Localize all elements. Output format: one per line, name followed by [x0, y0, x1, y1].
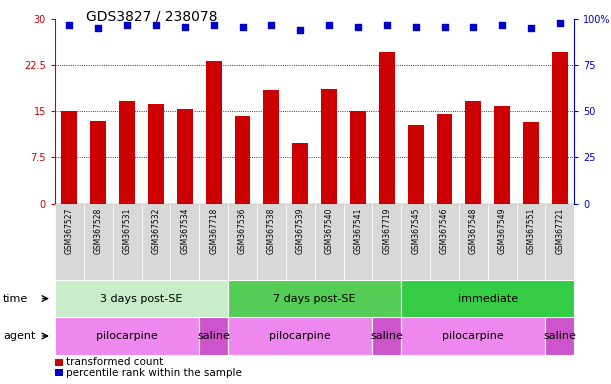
- Bar: [494, 106, 510, 204]
- Point: [411, 23, 420, 30]
- Text: 3 days post-SE: 3 days post-SE: [100, 293, 183, 304]
- Point: [65, 22, 75, 28]
- Bar: [430, 204, 459, 280]
- Text: pilocarpine: pilocarpine: [97, 331, 158, 341]
- Bar: [55, 359, 63, 366]
- Bar: [55, 369, 63, 376]
- Bar: [235, 116, 251, 204]
- Bar: [55, 317, 199, 355]
- Bar: [142, 204, 170, 280]
- Bar: [372, 204, 401, 280]
- Text: GSM367534: GSM367534: [180, 207, 189, 254]
- Bar: [55, 280, 228, 317]
- Bar: [286, 204, 315, 280]
- Bar: [228, 280, 401, 317]
- Point: [555, 20, 565, 26]
- Bar: [546, 317, 574, 355]
- Bar: [119, 101, 135, 204]
- Text: GSM367719: GSM367719: [382, 207, 391, 254]
- Text: saline: saline: [197, 331, 230, 341]
- Bar: [55, 204, 84, 280]
- Text: pilocarpine: pilocarpine: [442, 331, 504, 341]
- Text: agent: agent: [3, 331, 35, 341]
- Text: time: time: [3, 293, 28, 304]
- Bar: [546, 204, 574, 280]
- Point: [238, 23, 247, 30]
- Point: [93, 25, 103, 31]
- Bar: [112, 204, 142, 280]
- Bar: [379, 52, 395, 204]
- Bar: [84, 204, 112, 280]
- Text: GSM367532: GSM367532: [152, 207, 161, 254]
- Text: GDS3827 / 238078: GDS3827 / 238078: [86, 10, 217, 23]
- Bar: [257, 204, 286, 280]
- Bar: [90, 121, 106, 204]
- Bar: [321, 89, 337, 204]
- Bar: [315, 204, 343, 280]
- Text: GSM367721: GSM367721: [555, 207, 565, 253]
- Point: [209, 22, 219, 28]
- Text: saline: saline: [543, 331, 576, 341]
- Text: GSM367718: GSM367718: [209, 207, 218, 253]
- Text: GSM367545: GSM367545: [411, 207, 420, 254]
- Text: GSM367536: GSM367536: [238, 207, 247, 254]
- Bar: [206, 61, 222, 204]
- Text: 7 days post-SE: 7 days post-SE: [273, 293, 356, 304]
- Bar: [408, 125, 423, 204]
- Bar: [62, 111, 78, 204]
- Text: GSM367548: GSM367548: [469, 207, 478, 254]
- Point: [324, 22, 334, 28]
- Bar: [488, 204, 517, 280]
- Text: GSM367528: GSM367528: [93, 207, 103, 253]
- Point: [439, 23, 449, 30]
- Bar: [523, 122, 539, 204]
- Text: GSM367538: GSM367538: [267, 207, 276, 254]
- Point: [469, 23, 478, 30]
- Point: [122, 22, 132, 28]
- Point: [266, 22, 276, 28]
- Text: GSM367531: GSM367531: [123, 207, 131, 254]
- Bar: [228, 204, 257, 280]
- Text: immediate: immediate: [458, 293, 518, 304]
- Text: GSM367551: GSM367551: [527, 207, 536, 254]
- Bar: [401, 280, 574, 317]
- Bar: [199, 317, 228, 355]
- Bar: [292, 143, 308, 204]
- Text: GSM367540: GSM367540: [324, 207, 334, 254]
- Bar: [372, 317, 401, 355]
- Bar: [552, 52, 568, 204]
- Bar: [517, 204, 546, 280]
- Bar: [459, 204, 488, 280]
- Text: pilocarpine: pilocarpine: [269, 331, 331, 341]
- Text: GSM367546: GSM367546: [440, 207, 449, 254]
- Bar: [148, 104, 164, 204]
- Bar: [437, 114, 452, 204]
- Bar: [401, 317, 546, 355]
- Point: [180, 23, 189, 30]
- Bar: [350, 111, 366, 204]
- Bar: [343, 204, 372, 280]
- Point: [526, 25, 536, 31]
- Bar: [466, 101, 481, 204]
- Point: [151, 22, 161, 28]
- Bar: [263, 90, 279, 204]
- Bar: [177, 109, 192, 204]
- Text: GSM367549: GSM367549: [498, 207, 507, 254]
- Bar: [401, 204, 430, 280]
- Text: GSM367527: GSM367527: [65, 207, 74, 254]
- Point: [497, 22, 507, 28]
- Bar: [228, 317, 372, 355]
- Point: [382, 22, 392, 28]
- Point: [295, 27, 305, 33]
- Text: saline: saline: [370, 331, 403, 341]
- Text: GSM367541: GSM367541: [353, 207, 362, 254]
- Text: transformed count: transformed count: [66, 357, 163, 367]
- Text: GSM367539: GSM367539: [296, 207, 305, 254]
- Bar: [170, 204, 199, 280]
- Point: [353, 23, 363, 30]
- Text: percentile rank within the sample: percentile rank within the sample: [66, 368, 242, 378]
- Bar: [199, 204, 228, 280]
